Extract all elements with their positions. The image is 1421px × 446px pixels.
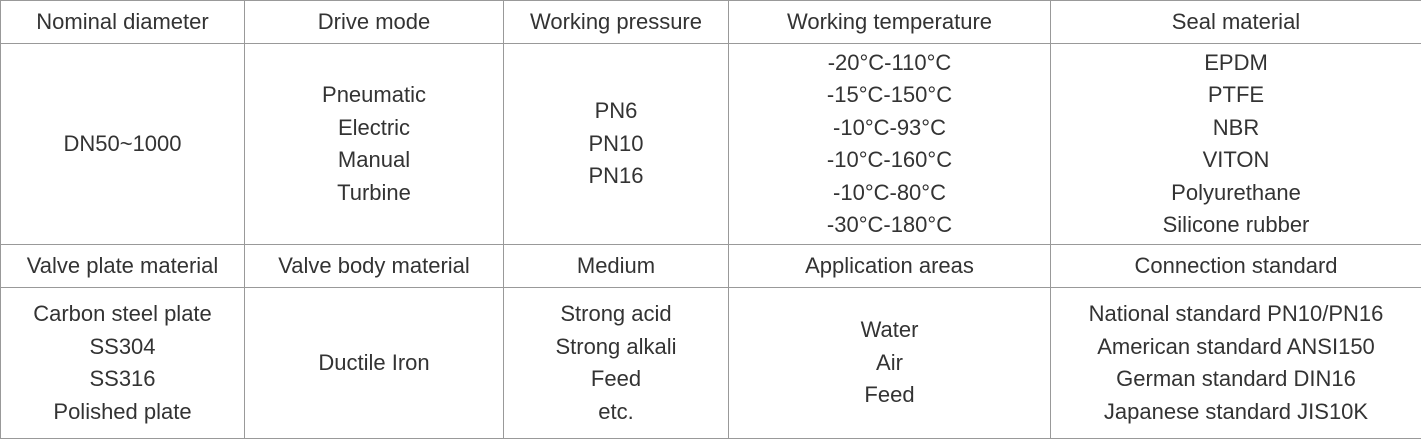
cell-line: etc. xyxy=(598,398,634,424)
cell-line: Strong acid xyxy=(560,301,672,326)
cell-line: Pneumatic xyxy=(322,82,426,107)
header-cell: Valve plate material xyxy=(0,244,245,288)
cell-line: Water xyxy=(860,317,919,343)
header-cell: Seal material xyxy=(1050,0,1421,44)
cell-line: Strong alkali xyxy=(555,333,677,359)
cell-line: Polished plate xyxy=(53,398,192,424)
header-cell: Medium xyxy=(503,244,729,288)
cell-line: Carbon steel plate xyxy=(33,301,212,326)
cell-line: VITON xyxy=(1202,147,1270,172)
cell-line: Manual xyxy=(337,147,411,172)
data-cell: National standard PN10/PN16 American stan… xyxy=(1050,287,1421,439)
data-cell: -20°C-110°C -15°C-150°C -10°C-93°C -10°C-16… xyxy=(728,43,1051,245)
cell-line: Ductile Iron xyxy=(318,349,430,375)
data-cell: Strong acid Strong alkali Feed etc. xyxy=(503,287,729,439)
cell-line: -10°C-80°C xyxy=(833,179,946,205)
cell-line: Air xyxy=(876,349,903,375)
cell-line: Turbine xyxy=(337,179,411,205)
cell-line: Feed xyxy=(590,366,642,391)
data-cell: Carbon steel plate SS304 SS316 Polished pla… xyxy=(0,287,245,439)
cell-line: EPDM xyxy=(1204,49,1268,75)
cell-line: SS316 xyxy=(89,366,156,391)
cell-line: Electric xyxy=(337,114,411,140)
cell-line: American standard ANSI150 xyxy=(1097,333,1375,359)
header-row: Valve plate material Valve body material M… xyxy=(0,244,1421,288)
cell-line: -15°C-150°C xyxy=(826,82,953,107)
header-cell: Application areas xyxy=(728,244,1051,288)
data-cell: Water Air Feed xyxy=(728,287,1051,439)
header-cell: Valve body material xyxy=(244,244,504,288)
cell-line: -10°C-93°C xyxy=(833,114,946,140)
cell-line: Feed xyxy=(864,382,915,408)
cell-line: -30°C-180°C xyxy=(826,212,953,237)
data-cell: Pneumatic Electric Manual Turbine xyxy=(244,43,504,245)
cell-line: -20°C-110°C xyxy=(827,49,952,75)
cell-line: -10°C-160°C xyxy=(826,147,953,172)
cell-line: DN50~1000 xyxy=(63,130,182,156)
data-row: DN50~1000 Pneumatic Electric Manual Turbine P… xyxy=(0,43,1421,245)
cell-line: Silicone rubber xyxy=(1162,212,1310,237)
header-cell: Drive mode xyxy=(244,0,504,44)
data-cell: Ductile Iron xyxy=(244,287,504,439)
header-cell: Working temperature xyxy=(728,0,1051,44)
data-cell: EPDM PTFE NBR VITON Polyurethane Silicone rub… xyxy=(1050,43,1421,245)
cell-line: Japanese standard JIS10K xyxy=(1103,398,1369,424)
data-cell: DN50~1000 xyxy=(0,43,245,245)
cell-line: National standard PN10/PN16 xyxy=(1088,301,1384,326)
data-row: Carbon steel plate SS304 SS316 Polished pla… xyxy=(0,287,1421,439)
data-cell: PN6 PN10 PN16 xyxy=(503,43,729,245)
cell-line: SS304 xyxy=(89,333,156,359)
cell-line: PN16 xyxy=(588,163,644,189)
header-cell: Nominal diameter xyxy=(0,0,245,44)
cell-line: PN6 xyxy=(594,98,638,124)
cell-line: Polyurethane xyxy=(1171,179,1301,205)
cell-line: German standard DIN16 xyxy=(1116,366,1356,391)
header-cell: Connection standard xyxy=(1050,244,1421,288)
header-row: Nominal diameter Drive mode Working pressu… xyxy=(0,0,1421,44)
cell-line: PTFE xyxy=(1207,82,1265,107)
header-cell: Working pressure xyxy=(503,0,729,44)
cell-line: NBR xyxy=(1212,114,1260,140)
cell-line: PN10 xyxy=(588,130,644,156)
